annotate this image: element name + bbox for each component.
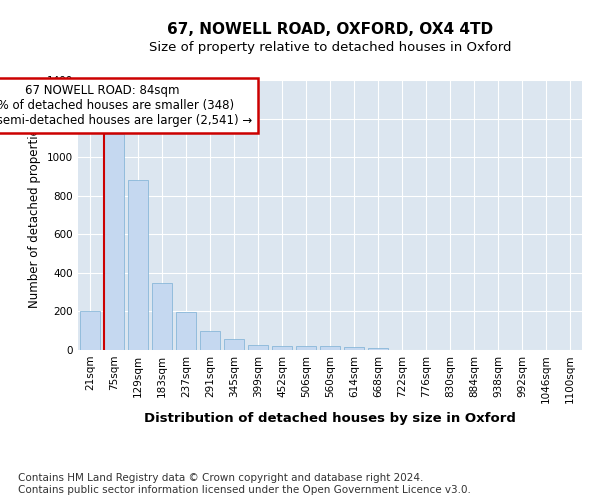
Bar (248, 345, 268, 350)
Bar (344, 347, 364, 350)
Bar (272, 346, 292, 350)
Bar (104, 134, 124, 350)
Text: Contains HM Land Registry data © Crown copyright and database right 2024.
Contai: Contains HM Land Registry data © Crown c… (18, 474, 471, 495)
Bar (176, 312, 196, 350)
Bar (80, 312, 100, 350)
Bar (128, 180, 148, 350)
Bar (320, 346, 340, 350)
Bar (296, 346, 316, 350)
Y-axis label: Number of detached properties: Number of detached properties (28, 122, 41, 308)
Bar (152, 282, 172, 350)
Bar (224, 340, 244, 350)
Bar (200, 330, 220, 350)
Bar (368, 348, 388, 350)
X-axis label: Distribution of detached houses by size in Oxford: Distribution of detached houses by size … (144, 412, 516, 425)
Text: 67 NOWELL ROAD: 84sqm
← 12% of detached houses are smaller (348)
87% of semi-det: 67 NOWELL ROAD: 84sqm ← 12% of detached … (0, 84, 252, 127)
Text: Size of property relative to detached houses in Oxford: Size of property relative to detached ho… (149, 41, 511, 54)
Text: 67, NOWELL ROAD, OXFORD, OX4 4TD: 67, NOWELL ROAD, OXFORD, OX4 4TD (167, 22, 493, 38)
